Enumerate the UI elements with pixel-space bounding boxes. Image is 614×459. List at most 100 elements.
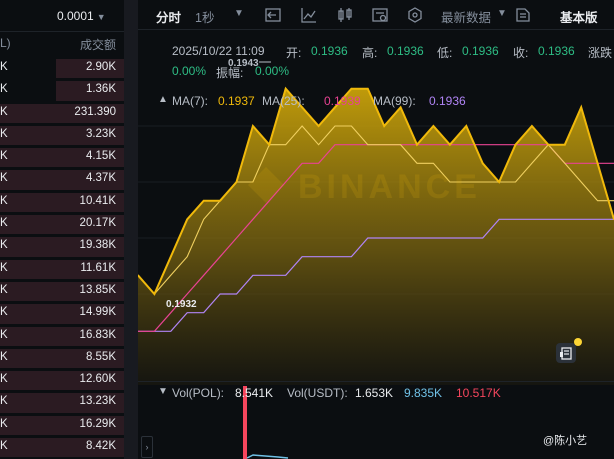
volume-collapse-icon[interactable]: ▼	[158, 386, 168, 397]
order-amount: K	[0, 105, 8, 118]
price-point	[498, 181, 500, 183]
order-amount: K	[0, 373, 8, 386]
high-label: 高:	[362, 46, 378, 60]
expand-panel-button[interactable]: ›	[141, 436, 153, 458]
chart-settings-icon[interactable]	[371, 6, 389, 24]
order-amount: K	[0, 440, 8, 453]
ma7-value: 0.1937	[218, 94, 255, 108]
volume-ma-line	[246, 454, 289, 459]
interval-select[interactable]: 1秒	[195, 11, 215, 25]
vol-pol-value: 8.541K	[235, 386, 274, 400]
price-point	[383, 125, 386, 127]
interval-chevron-down-icon[interactable]: ▼	[234, 8, 244, 19]
user-watermark: @陈小艺	[543, 435, 588, 447]
order-amount: K	[0, 283, 8, 296]
order-amount: K	[0, 83, 8, 96]
notes-button[interactable]	[556, 343, 576, 363]
watermark-logo: BINANCE	[248, 167, 481, 206]
notification-dot	[574, 338, 582, 346]
price-point	[596, 162, 599, 165]
close-value: 0.1936	[538, 44, 575, 58]
vol-pol-label: Vol(POL):	[172, 386, 225, 400]
close-label: 收:	[513, 46, 529, 60]
chart-toolbar: 分时 1秒 ▼ 最新数据 ▼	[138, 0, 614, 30]
price-point	[301, 106, 303, 109]
volume-separator	[138, 381, 614, 382]
latest-data-select[interactable]: 最新数据	[441, 11, 492, 25]
order-book-row[interactable]: K 20.17K	[0, 213, 124, 235]
low-value: 0.1936	[462, 44, 499, 58]
ma99-series-line	[138, 218, 614, 332]
high-value: 0.1936	[387, 44, 424, 58]
price-point	[465, 125, 468, 127]
price-point	[153, 293, 156, 295]
svg-text:BINANCE: BINANCE	[298, 168, 481, 206]
depth-bar	[0, 281, 124, 302]
price-point	[366, 87, 369, 90]
price-point	[350, 87, 353, 90]
amplitude-value: 0.00%	[255, 64, 290, 78]
order-book-row[interactable]: K 231.390	[0, 102, 124, 124]
chevron-down-icon: ▼	[96, 12, 106, 22]
change-value: 0.00%	[172, 64, 207, 78]
order-amount: K	[0, 395, 8, 408]
order-turnover: 11.61K	[80, 261, 116, 274]
price-point	[138, 274, 139, 277]
order-book-row[interactable]: K 4.37K	[0, 168, 124, 190]
hexagon-settings-icon[interactable]	[406, 6, 424, 24]
depth-bar	[0, 148, 124, 168]
order-book-row[interactable]: K 14.99K	[0, 302, 124, 324]
ma7-label: MA(7):	[172, 94, 208, 108]
order-book-row[interactable]: K 4.15K	[0, 146, 124, 168]
indicator-icon[interactable]	[300, 6, 318, 24]
volume-pane	[138, 387, 614, 459]
order-book-row[interactable]: K 12.60K	[0, 369, 124, 391]
order-book-row[interactable]: K 16.83K	[0, 325, 124, 347]
layout-switch-icon[interactable]	[514, 6, 532, 24]
order-turnover: 13.23K	[79, 395, 116, 408]
order-book-row[interactable]: K 1.36K	[0, 79, 124, 101]
candlestick-icon[interactable]	[336, 6, 354, 24]
order-book-row[interactable]: K 3.23K	[0, 124, 124, 146]
order-book-row[interactable]: K 16.29K	[0, 414, 124, 436]
order-turnover: 16.83K	[79, 328, 116, 341]
price-point	[252, 125, 254, 127]
order-book-row[interactable]: K 8.42K	[0, 436, 124, 458]
price-point	[284, 87, 287, 90]
depth-bar	[0, 326, 124, 346]
price-step-value: 0.0001	[57, 9, 94, 23]
order-turnover: 12.60K	[79, 373, 116, 386]
column-header-turnover: 成交额	[79, 38, 116, 52]
depth-bar	[0, 125, 124, 146]
high-price-marker: 0.1943	[228, 58, 259, 69]
order-book-row[interactable]: K 2.90K	[0, 57, 124, 79]
depth-bar	[0, 170, 124, 190]
price-chart[interactable]: BINANCE 0.1943 0.1932	[138, 30, 614, 459]
price-point	[170, 255, 172, 258]
price-point	[432, 125, 435, 127]
ohlc-time: 2025/10/22 11:09	[172, 44, 265, 58]
order-book-row[interactable]: K 13.23K	[0, 391, 124, 413]
depth-bar	[55, 59, 124, 79]
order-book-row[interactable]: K 13.85K	[0, 280, 124, 302]
order-amount: K	[0, 172, 8, 185]
order-book-row[interactable]: K 10.41K	[0, 191, 124, 213]
latest-data-chevron-down-icon[interactable]: ▼	[497, 8, 507, 19]
amplitude-label: 振幅:	[216, 66, 244, 80]
open-value: 0.1936	[311, 44, 348, 58]
vol-ma1-value: 9.835K	[404, 386, 443, 400]
depth-bar	[0, 103, 124, 123]
order-book-row[interactable]: K 19.38K	[0, 235, 124, 257]
price-step-select[interactable]: 0.0001 ▼	[57, 9, 106, 23]
price-area-fill	[138, 88, 614, 385]
order-amount: K	[0, 306, 8, 319]
ma-collapse-icon[interactable]: ▲	[158, 94, 168, 105]
tab-time-share[interactable]: 分时	[156, 11, 182, 25]
basic-version-tab[interactable]: 基本版	[560, 11, 598, 25]
order-turnover: 2.90K	[85, 61, 116, 73]
ma25-label: MA(25):	[262, 94, 305, 108]
order-book-row[interactable]: K 8.55K	[0, 347, 124, 369]
fullscreen-exit-icon[interactable]	[264, 6, 282, 24]
price-point	[235, 181, 238, 183]
order-book-row[interactable]: K 11.61K	[0, 258, 124, 280]
